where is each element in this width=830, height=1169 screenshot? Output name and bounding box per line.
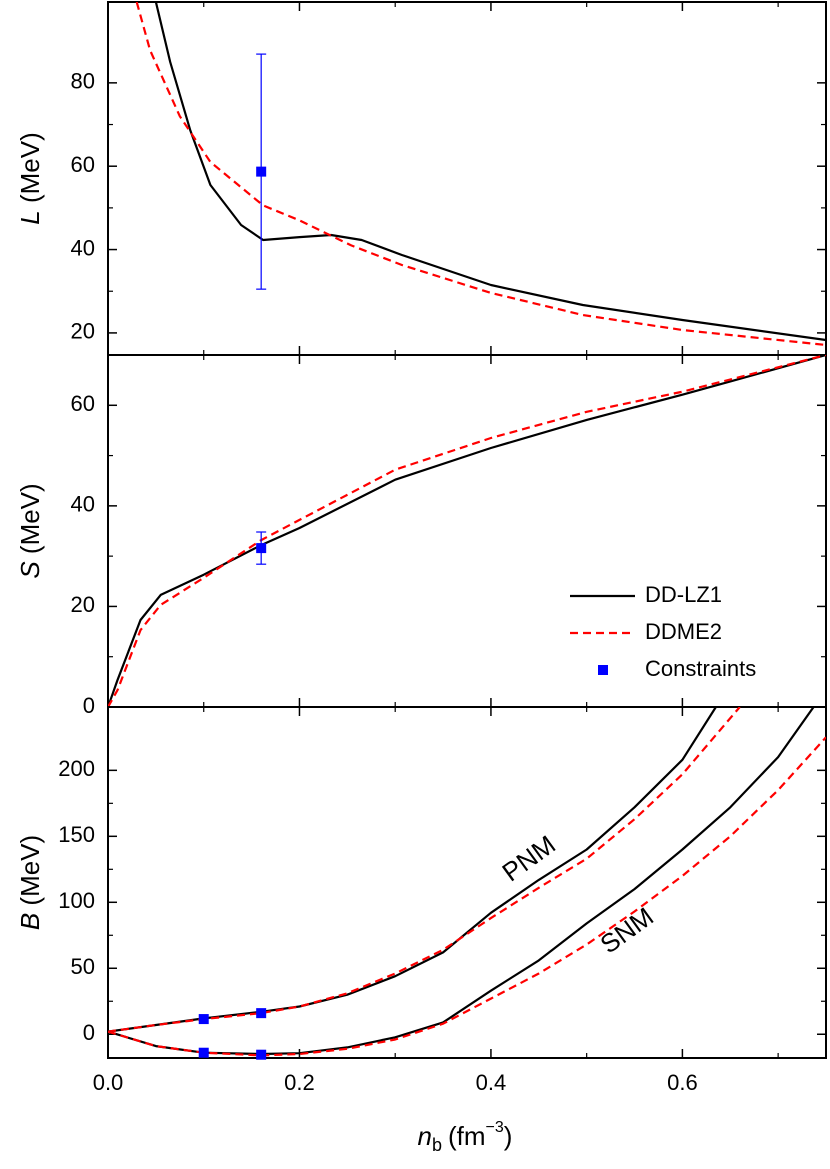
legend-marker (598, 665, 608, 675)
x-axis-label: nb (fm−3) (418, 1119, 513, 1155)
y-label-symbol: S (15, 561, 45, 579)
marker (198, 1014, 209, 1025)
y-label-unit: (MeV) (15, 132, 45, 203)
line (108, 736, 826, 1057)
y-label-symbol: L (15, 210, 45, 224)
y-tick-label: 80 (71, 69, 95, 94)
line (108, 355, 826, 707)
legend-label: DDME2 (645, 619, 722, 644)
x-label-exponent: −3 (486, 1119, 504, 1136)
y-label-unit: (MeV) (15, 835, 45, 906)
marker (256, 1008, 267, 1019)
y-axis-label: S (MeV) (15, 483, 45, 578)
x-label-close: ) (504, 1121, 513, 1151)
y-tick-label: 60 (71, 152, 95, 177)
y-tick-label: 20 (71, 592, 95, 617)
x-tick-label: 0.0 (93, 1070, 124, 1095)
y-tick-label: 60 (71, 391, 95, 416)
y-tick-label: 40 (71, 492, 95, 517)
line (108, 355, 826, 707)
y-tick-label: 50 (71, 954, 95, 979)
plot-frame (107, 1, 827, 356)
line (154, 2, 826, 342)
y-tick-label: 150 (58, 822, 95, 847)
line (108, 707, 815, 1056)
x-tick-label: 0.4 (476, 1070, 507, 1095)
plot-area (108, 355, 826, 707)
plot-frame (107, 354, 827, 708)
marker (198, 1047, 209, 1058)
marker (256, 1049, 267, 1060)
y-tick-label: 0 (83, 1020, 95, 1045)
legend-label: Constraints (645, 656, 756, 681)
y-tick-label: 40 (71, 235, 95, 260)
annotation: PNM (497, 829, 561, 887)
y-label-symbol: B (15, 913, 45, 930)
line (135, 2, 826, 347)
y-label-unit: (MeV) (15, 483, 45, 554)
y-tick-label: 20 (71, 319, 95, 344)
y-axis-label: B (MeV) (15, 835, 45, 930)
line (108, 707, 741, 1033)
x-tick-label: 0.2 (284, 1070, 315, 1095)
y-tick-label: 100 (58, 888, 95, 913)
x-tick-label: 0.6 (667, 1070, 698, 1095)
x-label-unit: (fm (448, 1121, 486, 1151)
x-label-subscript: b (432, 1135, 442, 1155)
x-label-symbol: n (418, 1121, 432, 1151)
marker (256, 543, 267, 554)
plot-frame (107, 706, 827, 1059)
legend-label: DD-LZ1 (645, 582, 722, 607)
y-tick-label: 200 (58, 756, 95, 781)
line (108, 707, 717, 1033)
y-axis-label: L (MeV) (15, 132, 45, 224)
marker (256, 166, 267, 177)
plot-area (135, 2, 826, 347)
y-tick-label: 0 (83, 693, 95, 718)
plot-area (108, 707, 826, 1057)
